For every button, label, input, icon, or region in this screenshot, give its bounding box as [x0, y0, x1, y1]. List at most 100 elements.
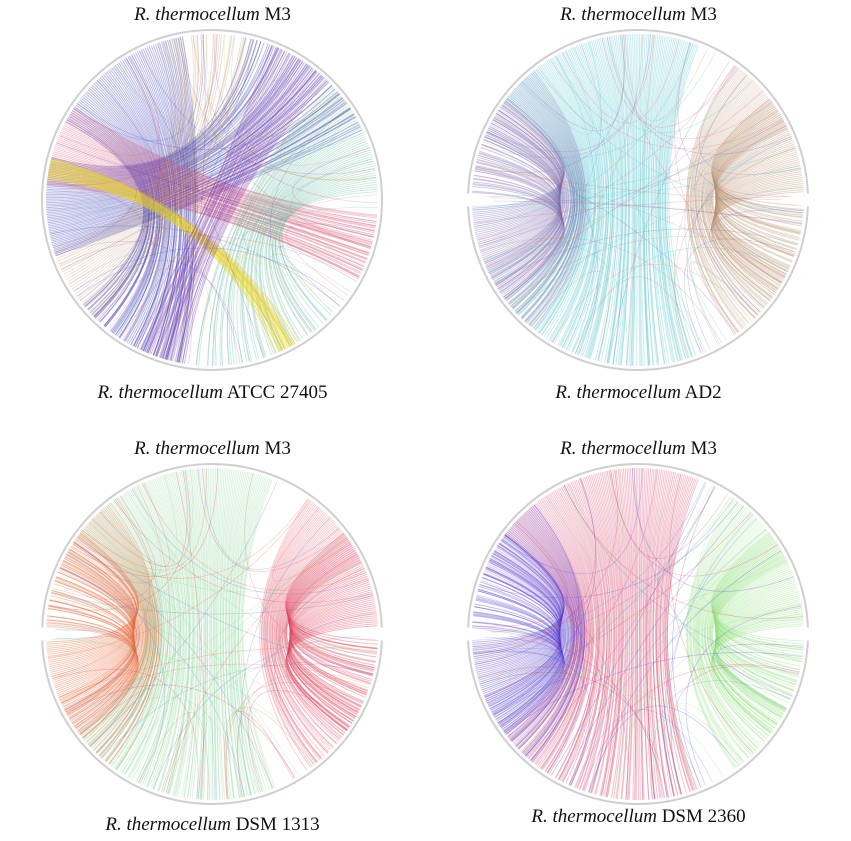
link-ribbon — [714, 599, 801, 712]
link-ribbon — [648, 35, 662, 365]
link-ribbon — [83, 525, 149, 741]
link-ribbon — [73, 34, 218, 293]
link-ribbon — [505, 532, 573, 735]
link-ribbon — [51, 37, 246, 167]
link-ribbon — [511, 34, 643, 309]
link-ribbon — [286, 613, 377, 727]
link-ribbon — [70, 111, 377, 222]
link-ribbon — [711, 125, 787, 276]
link-ribbon — [471, 128, 789, 197]
link-ribbon — [545, 495, 593, 773]
link-ribbon — [286, 538, 378, 649]
link-ribbon — [472, 183, 564, 296]
link-ribbon — [238, 477, 268, 792]
link-ribbon — [289, 589, 373, 702]
link-ribbon — [713, 175, 803, 287]
link-ribbon — [715, 134, 797, 251]
link-ribbon — [567, 483, 604, 786]
link-ribbon — [511, 524, 576, 743]
link-ribbon — [51, 590, 338, 743]
link-ribbon — [285, 534, 378, 645]
link-ribbon — [696, 82, 757, 319]
link-ribbon — [711, 534, 804, 645]
link-ribbon — [46, 541, 138, 653]
link-ribbon — [715, 136, 796, 253]
link-ribbon — [712, 617, 804, 731]
link-ribbon — [111, 67, 166, 342]
link-ribbon — [533, 504, 587, 766]
link-ribbon — [116, 485, 171, 771]
link-ribbon — [715, 564, 798, 681]
link-ribbon — [59, 36, 187, 267]
link-ribbon — [510, 92, 576, 310]
link-ribbon — [52, 152, 370, 255]
link-ribbon — [290, 222, 375, 266]
link-ribbon — [509, 528, 575, 740]
link-ribbon — [475, 167, 562, 283]
link-ribbon — [715, 570, 798, 682]
link-ribbon — [280, 541, 351, 729]
link-ribbon — [162, 64, 309, 359]
link-ribbon — [497, 90, 764, 289]
link-ribbon — [201, 468, 209, 800]
link-ribbon — [508, 526, 575, 739]
link-ribbon — [692, 261, 759, 332]
link-ribbon — [497, 107, 569, 290]
link-ribbon — [80, 531, 148, 739]
link-ribbon — [477, 561, 562, 677]
link-ribbon — [89, 519, 153, 748]
link-ribbon — [51, 157, 299, 343]
link-ribbon — [544, 494, 593, 772]
link-ribbon — [167, 473, 192, 795]
link-ribbon — [561, 51, 601, 349]
link-ribbon — [476, 160, 562, 276]
link-ribbon — [46, 532, 139, 645]
link-ribbon — [495, 607, 802, 720]
link-ribbon — [481, 144, 561, 261]
link-ribbon — [516, 186, 804, 314]
link-ribbon — [481, 576, 561, 695]
link-ribbon — [606, 470, 675, 554]
link-ribbon — [610, 613, 803, 798]
link-ribbon — [707, 107, 778, 292]
link-ribbon — [715, 137, 796, 255]
strain-name: M3 — [690, 438, 717, 459]
link-ribbon — [510, 527, 576, 742]
link-ribbon — [475, 166, 562, 281]
link-ribbon — [509, 528, 575, 742]
link-ribbon — [688, 262, 760, 341]
link-ribbon — [582, 664, 800, 791]
link-ribbon — [529, 74, 585, 327]
link-ribbon — [77, 535, 146, 733]
link-ribbon — [285, 536, 378, 650]
link-ribbon — [526, 510, 583, 758]
link-ribbon — [275, 526, 341, 741]
link-ribbon — [103, 507, 159, 762]
link-ribbon — [715, 143, 795, 258]
link-ribbon — [472, 621, 564, 730]
link-ribbon — [228, 471, 248, 797]
link-ribbon — [92, 517, 154, 751]
link-ribbon — [562, 484, 602, 783]
link-ribbon — [251, 131, 364, 358]
link-ribbon — [715, 589, 799, 704]
link-ribbon — [597, 472, 620, 796]
link-ribbon — [612, 35, 627, 365]
link-ribbon — [521, 695, 744, 763]
link-ribbon — [704, 535, 773, 734]
link-ribbon — [514, 87, 578, 312]
link-ribbon — [69, 678, 143, 729]
link-ribbon — [674, 147, 796, 360]
link-ribbon — [100, 510, 157, 759]
link-ribbon — [261, 499, 313, 767]
link-ribbon — [550, 482, 707, 776]
link-ribbon — [285, 557, 361, 710]
link-ribbon — [140, 46, 277, 351]
link-ribbon — [95, 513, 155, 754]
link-ribbon — [711, 100, 804, 211]
link-ribbon — [46, 70, 318, 207]
link-ribbon — [85, 524, 150, 743]
link-ribbon — [148, 46, 183, 357]
link-ribbon — [52, 668, 199, 800]
link-ribbon — [165, 40, 190, 360]
